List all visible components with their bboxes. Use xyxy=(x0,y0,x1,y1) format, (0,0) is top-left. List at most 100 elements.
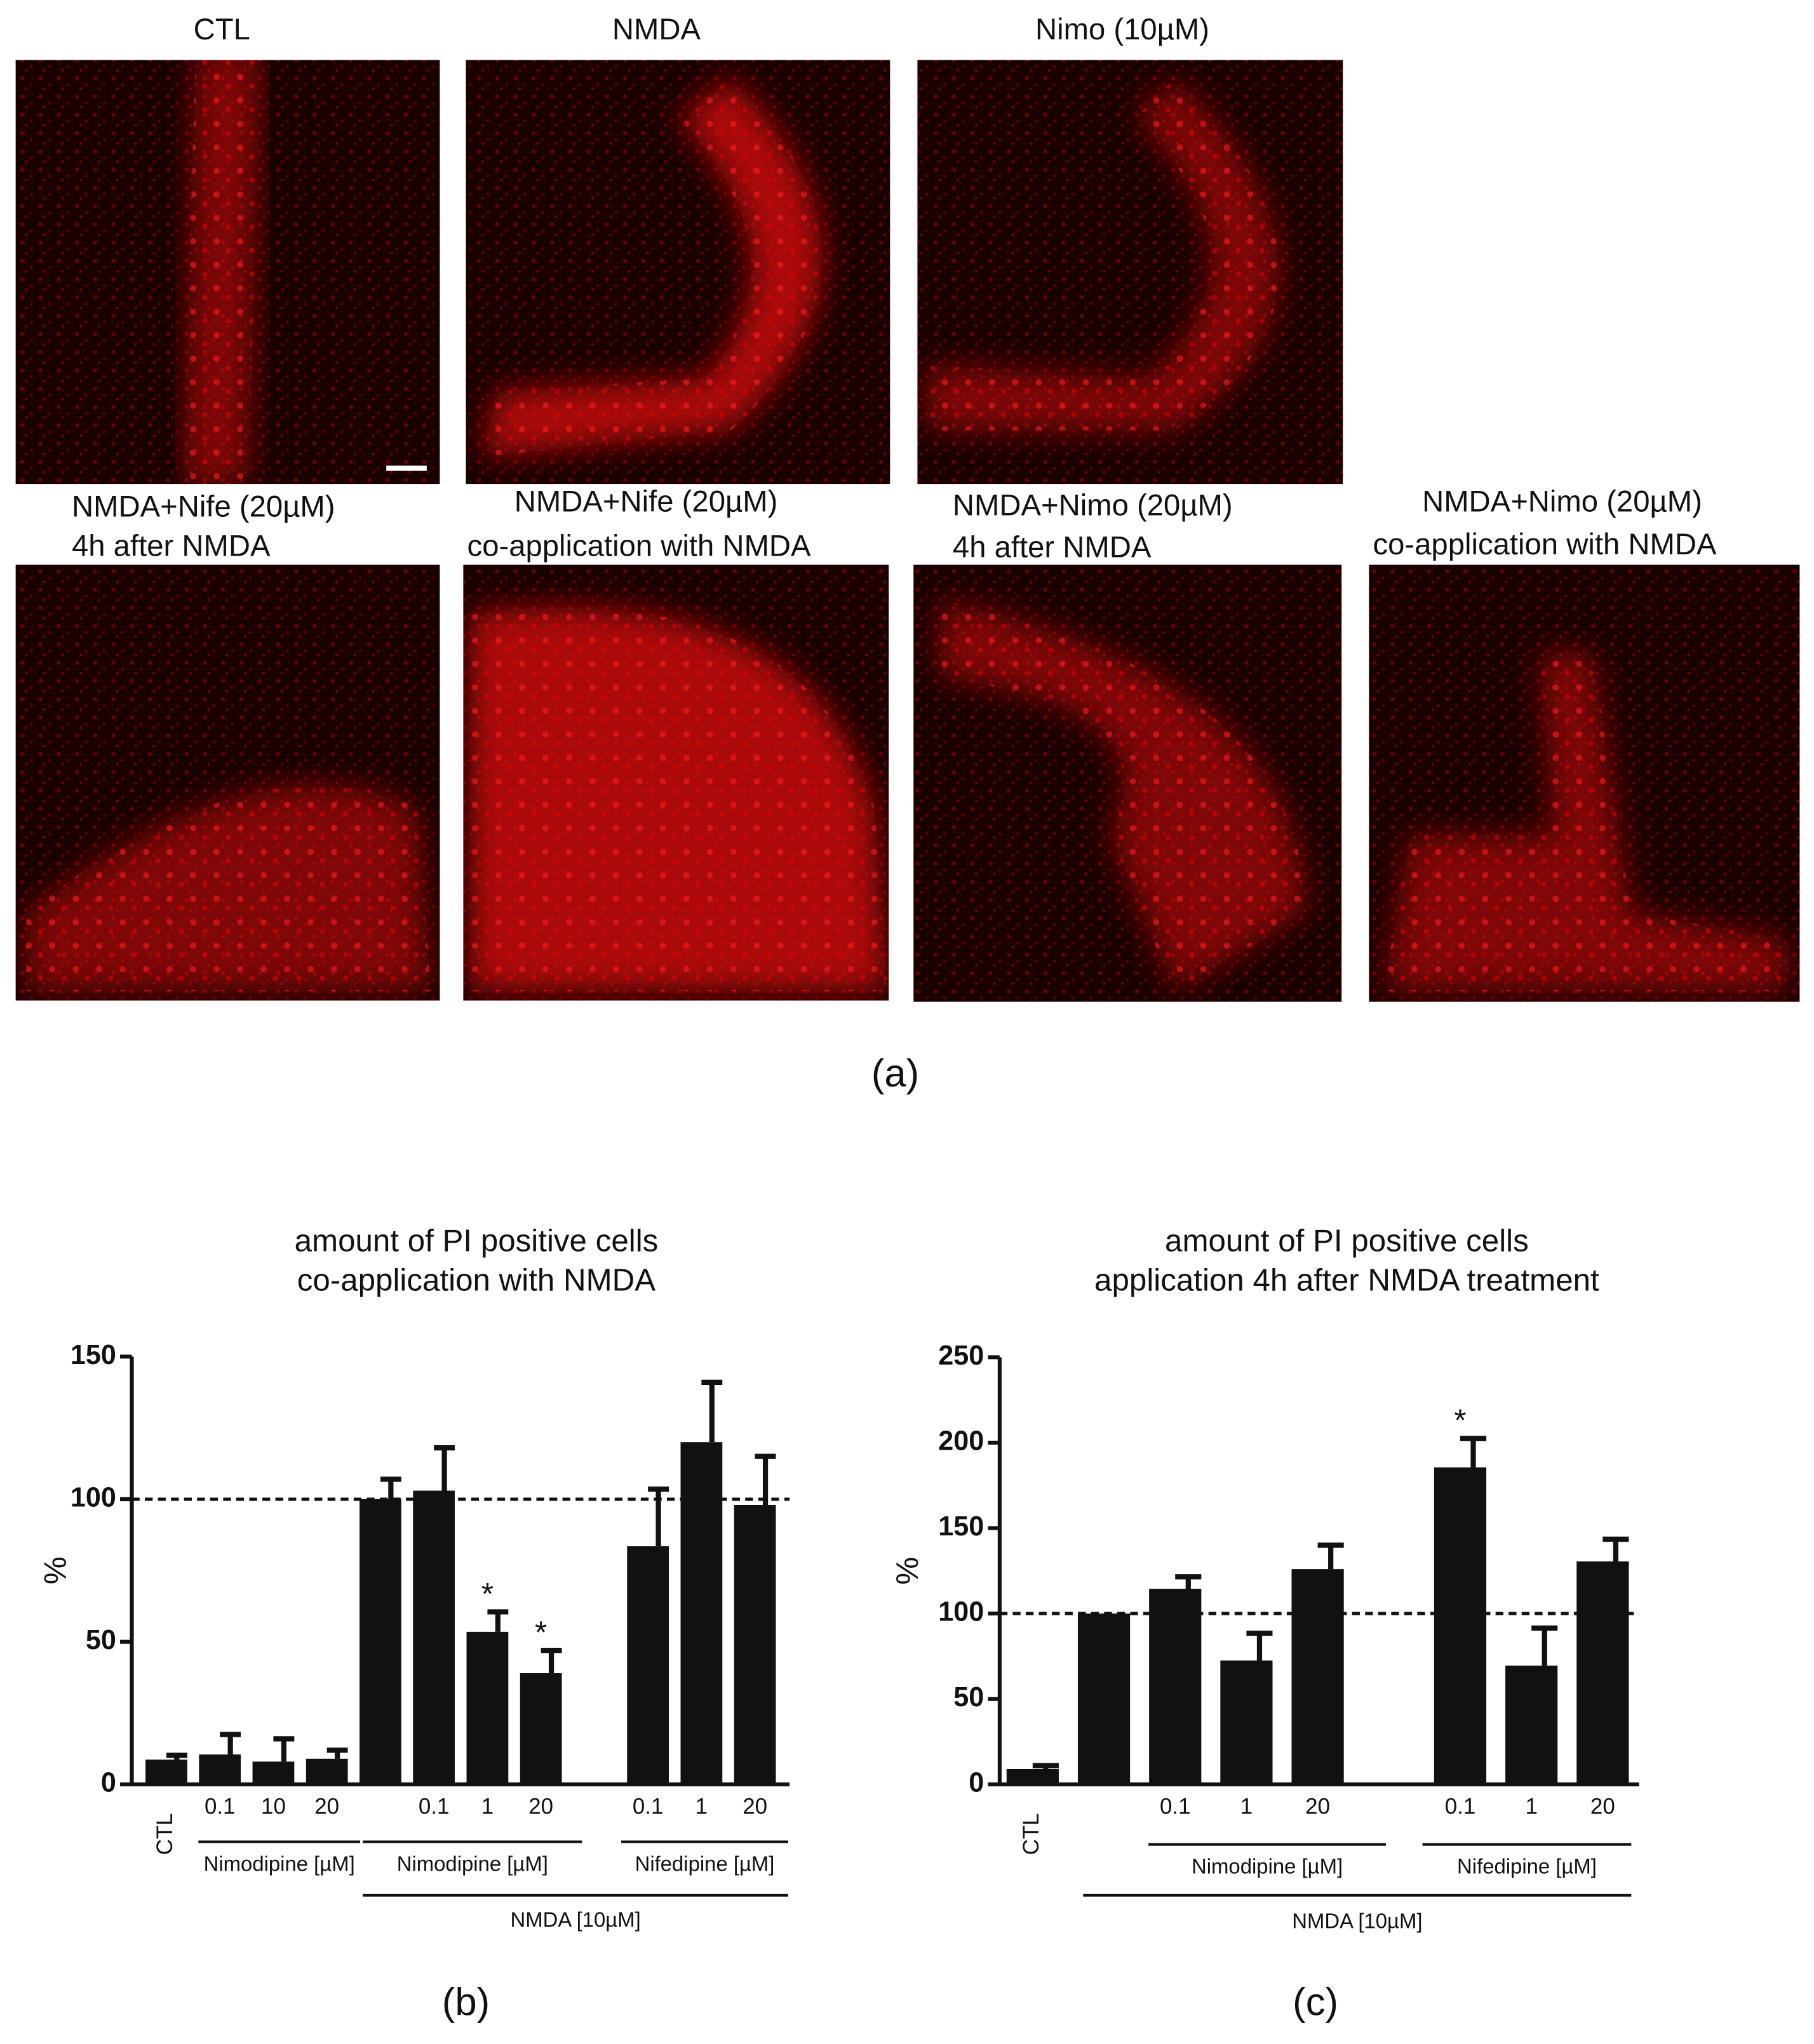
y-tick-label: 0 xyxy=(101,1768,116,1798)
bar xyxy=(306,1758,348,1785)
image-label: CTL xyxy=(194,13,250,46)
bar xyxy=(734,1504,776,1785)
tissue-cells xyxy=(483,78,823,457)
image-content xyxy=(469,607,888,992)
bar xyxy=(413,1490,455,1785)
image-label: co-application with NMDA xyxy=(467,529,811,563)
micrograph xyxy=(15,60,440,484)
x-tick-label: CTL xyxy=(152,1813,177,1855)
charts: amount of PI positive cellsco-applicatio… xyxy=(37,1224,1639,2024)
bar xyxy=(1077,1613,1131,1785)
x-tick-label: 0.1 xyxy=(1160,1794,1191,1819)
bar xyxy=(252,1761,295,1785)
micrograph xyxy=(917,60,1343,484)
group-label: Nimodipine [µM] xyxy=(204,1852,355,1875)
bar xyxy=(1149,1589,1202,1785)
panel-label: (b) xyxy=(442,1981,490,2024)
chart-title: amount of PI positive cells xyxy=(295,1224,659,1259)
y-tick-label: 50 xyxy=(86,1625,116,1655)
micrograph xyxy=(913,564,1342,1002)
image-content xyxy=(483,78,823,457)
image-label: Nimo (10µM) xyxy=(1035,13,1209,46)
significance-star: * xyxy=(481,1577,494,1612)
bar xyxy=(145,1760,187,1785)
group-label: NMDA [10µM] xyxy=(511,1908,641,1932)
x-tick-label: 20 xyxy=(528,1794,553,1819)
x-tick-label: 0.1 xyxy=(1445,1794,1476,1819)
panel-label: (c) xyxy=(1293,1981,1338,2024)
x-tick-label: 1 xyxy=(695,1794,708,1819)
bar xyxy=(1434,1467,1487,1785)
image-label: NMDA+Nife (20µM) xyxy=(72,490,335,524)
bar xyxy=(1576,1561,1629,1785)
image-label: 4h after NMDA xyxy=(72,529,271,563)
chart-title: amount of PI positive cells xyxy=(1165,1224,1529,1259)
image-content xyxy=(939,599,1305,992)
tissue-cells xyxy=(469,607,888,992)
image-label: co-application with NMDA xyxy=(1373,528,1717,561)
image-content xyxy=(1383,652,1788,992)
x-tick-label: 1 xyxy=(1525,1794,1537,1819)
bar xyxy=(1006,1768,1059,1785)
scale-bar xyxy=(386,465,427,471)
micrograph xyxy=(1369,564,1800,1002)
tissue-cells xyxy=(26,785,431,992)
chart-subtitle: co-application with NMDA xyxy=(297,1262,656,1297)
y-tick-label: 150 xyxy=(938,1511,984,1542)
x-tick-label: 0.1 xyxy=(419,1794,450,1819)
x-tick-label: CTL xyxy=(1019,1813,1044,1855)
x-tick-label: 20 xyxy=(1590,1794,1615,1819)
x-tick-label: 20 xyxy=(314,1794,339,1819)
significance-star: * xyxy=(1454,1403,1466,1438)
tissue-cells xyxy=(939,599,1305,992)
image-content xyxy=(926,78,1279,431)
group-label: Nimodipine [µM] xyxy=(397,1852,548,1875)
bar xyxy=(359,1499,401,1785)
image-content xyxy=(182,60,261,484)
image-label: 4h after NMDA xyxy=(953,530,1152,564)
group-label: Nifedipine [µM] xyxy=(1457,1854,1597,1878)
image-content xyxy=(26,785,431,992)
tissue-cells xyxy=(926,78,1279,431)
x-tick-label: 0.1 xyxy=(205,1794,236,1819)
micrographs: CTL NMDA Nimo (10µM) NMDA+Nife (20µM) 4h aft… xyxy=(15,13,1800,1095)
micrograph xyxy=(466,60,890,484)
bar xyxy=(1505,1666,1558,1785)
x-tick-label: 1 xyxy=(481,1794,494,1819)
tissue-cells xyxy=(182,60,261,484)
x-tick-label: 1 xyxy=(1240,1794,1253,1819)
image-label: NMDA+Nimo (20µM) xyxy=(1422,484,1702,518)
bar xyxy=(520,1673,562,1785)
y-tick-label: 100 xyxy=(938,1596,984,1627)
x-tick-label: 10 xyxy=(261,1794,286,1819)
micrograph xyxy=(15,564,440,1001)
y-tick-label: 250 xyxy=(938,1340,984,1371)
group-label: Nifedipine [µM] xyxy=(635,1852,775,1875)
bar xyxy=(199,1754,241,1785)
image-label: NMDA+Nimo (20µM) xyxy=(953,489,1233,523)
tissue-cells xyxy=(1383,652,1788,992)
bar xyxy=(466,1631,509,1785)
y-tick-label: 100 xyxy=(71,1482,116,1513)
micrograph xyxy=(463,564,889,1001)
image-label: NMDA+Nife (20µM) xyxy=(514,484,778,518)
panel-label: (a) xyxy=(871,1052,919,1095)
group-label: NMDA [10µM] xyxy=(1292,1909,1422,1933)
y-axis-label: % xyxy=(890,1557,925,1585)
x-tick-label: 20 xyxy=(1305,1794,1330,1819)
chart-subtitle: application 4h after NMDA treatment xyxy=(1094,1262,1599,1297)
bar xyxy=(680,1442,723,1785)
bar xyxy=(1220,1660,1273,1785)
y-tick-label: 0 xyxy=(969,1768,984,1798)
x-tick-label: 0.1 xyxy=(633,1794,664,1819)
image-label: NMDA xyxy=(612,13,701,46)
y-tick-label: 50 xyxy=(953,1682,984,1713)
bar xyxy=(627,1546,669,1785)
y-tick-label: 200 xyxy=(938,1426,984,1456)
bar-chart: amount of PI positive cellsco-applicatio… xyxy=(37,1224,790,2024)
x-tick-label: 20 xyxy=(742,1794,767,1819)
y-tick-label: 150 xyxy=(71,1340,116,1370)
group-label: Nimodipine [µM] xyxy=(1192,1854,1343,1878)
